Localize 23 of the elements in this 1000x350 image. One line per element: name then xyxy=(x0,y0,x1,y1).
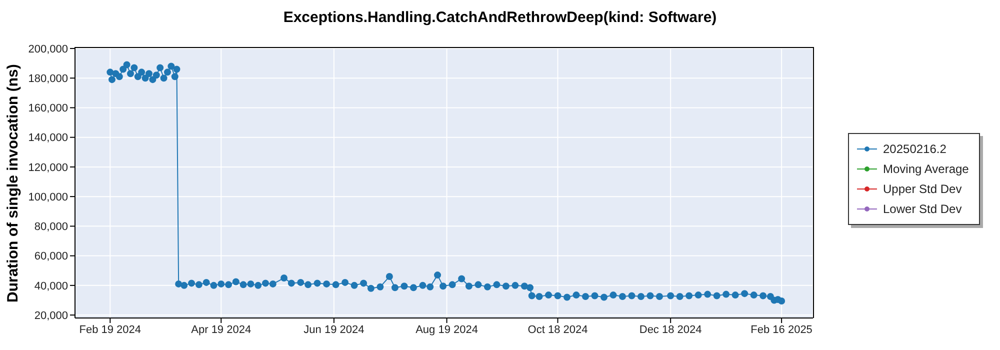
y-tick-label: 60,000 xyxy=(34,250,68,263)
x-tick-label: Oct 18 2024 xyxy=(528,324,588,336)
legend-label: Lower Std Dev xyxy=(883,202,962,216)
y-tick-label: 160,000 xyxy=(28,102,68,115)
legend-label: Upper Std Dev xyxy=(883,182,962,196)
y-tick-label: 80,000 xyxy=(34,221,68,234)
y-tick-label: 180,000 xyxy=(28,73,68,86)
y-tick-label: 20,000 xyxy=(34,310,68,322)
x-tick-label: Feb 19 2024 xyxy=(79,324,142,336)
x-tick-label: Jun 19 2024 xyxy=(304,324,364,336)
chart-title: Exceptions.Handling.CatchAndRethrowDeep(kind: Software) xyxy=(282,9,718,26)
y-tick-label: 200,000 xyxy=(28,43,68,56)
y-tick-label: 140,000 xyxy=(28,132,68,144)
x-tick-label: Aug 19 2024 xyxy=(416,324,478,336)
y-tick-label: 40,000 xyxy=(34,280,68,292)
y-axis-title: Duration of single invocation (ns) xyxy=(4,64,22,302)
legend-label: 20250216.2 xyxy=(883,142,946,156)
x-tick-label: Apr 19 2024 xyxy=(191,324,252,336)
y-tick-label: 120,000 xyxy=(28,162,68,174)
legend-label: Moving Average xyxy=(883,162,969,176)
x-tick-label: Feb 16 2025 xyxy=(750,324,812,336)
y-tick-label: 100,000 xyxy=(28,191,68,204)
x-tick-label: Dec 18 2024 xyxy=(639,324,702,336)
